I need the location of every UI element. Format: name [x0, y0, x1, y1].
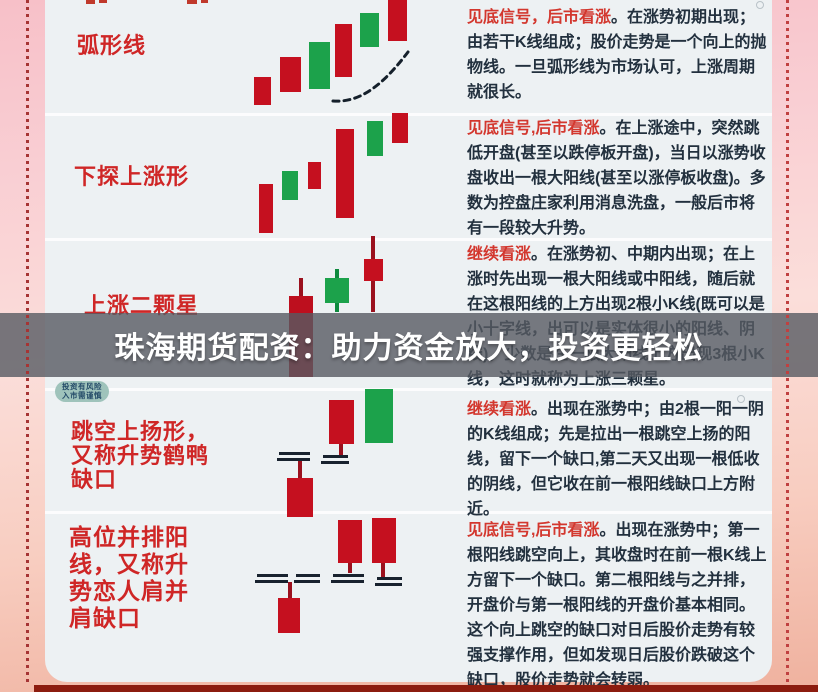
pattern-description: 继续看涨。出现在涨势中；由2根一阳一阴的K线组成；先是拉出一根跳空上扬的阳线，留… [467, 397, 767, 522]
pattern-description: 见底信号，后市看涨。在涨势初期出现；由若干K线组成；股价走势是一个向上的抛物线。… [467, 5, 767, 105]
description-text: 。出现在涨势中；第一根阳线跳空向上，其收盘时在前一根K线上方留下一个缺口。第二根… [467, 522, 767, 689]
pattern-description: 见底信号,后市看涨。出现在涨势中；第一根阳线跳空向上，其收盘时在前一根K线上方留… [467, 518, 767, 692]
bottom-bar [34, 685, 818, 692]
signal-text: 见底信号,后市看涨 [467, 522, 600, 539]
row-divider [45, 511, 772, 514]
risk-badge-line2: 入市需谨慎 [62, 390, 102, 400]
signal-text: 继续看涨 [467, 401, 532, 418]
dotted-border-left [26, 0, 29, 684]
pattern-name-parallel-yang: 高位并排阳线，又称升势恋人肩并肩缺口 [69, 524, 189, 631]
pattern-name-arc-line: 弧形线 [77, 33, 147, 58]
dotted-border-right [786, 0, 789, 684]
stamp-icon [756, 1, 764, 9]
description-text: 。在上涨途中，突然跳低开盘(甚至以跌停板开盘)，当日以涨势收盘收出一根大阳线(甚… [467, 120, 766, 237]
pattern-name-gap-up: 跳空上扬形，又称升势鹤鸭缺口 [71, 419, 210, 492]
row-divider [45, 238, 772, 241]
signal-text: 见底信号，后市看涨 [467, 9, 612, 26]
row-divider [45, 388, 772, 391]
watermark-banner: 珠海期货配资：助力资金放大，投资更轻松 [0, 313, 818, 377]
stamp-icon [737, 395, 745, 403]
watermark-text: 珠海期货配资：助力资金放大，投资更轻松 [114, 332, 704, 365]
description-text: 。出现在涨势中；由2根一阳一阴的K线组成；先是拉出一根跳空上扬的阳线，留下一个缺… [467, 401, 764, 518]
signal-text: 见底信号,后市看涨 [467, 120, 600, 137]
pattern-name-dip-rise: 下探上涨形 [74, 164, 190, 189]
description-text: 。在涨势初期出现；由若干K线组成；股价走势是一个向上的抛物线。一旦弧形线为市场认… [467, 9, 767, 101]
pattern-description: 见底信号,后市看涨。在上涨途中，突然跳低开盘(甚至以跌停板开盘)，当日以涨势收盘… [467, 116, 767, 241]
signal-text: 继续看涨 [467, 246, 532, 263]
risk-disclaimer-badge: 投资有风险 入市需谨慎 [55, 381, 109, 402]
row-divider [45, 113, 772, 116]
risk-badge-line1: 投资有风险 [62, 382, 102, 391]
